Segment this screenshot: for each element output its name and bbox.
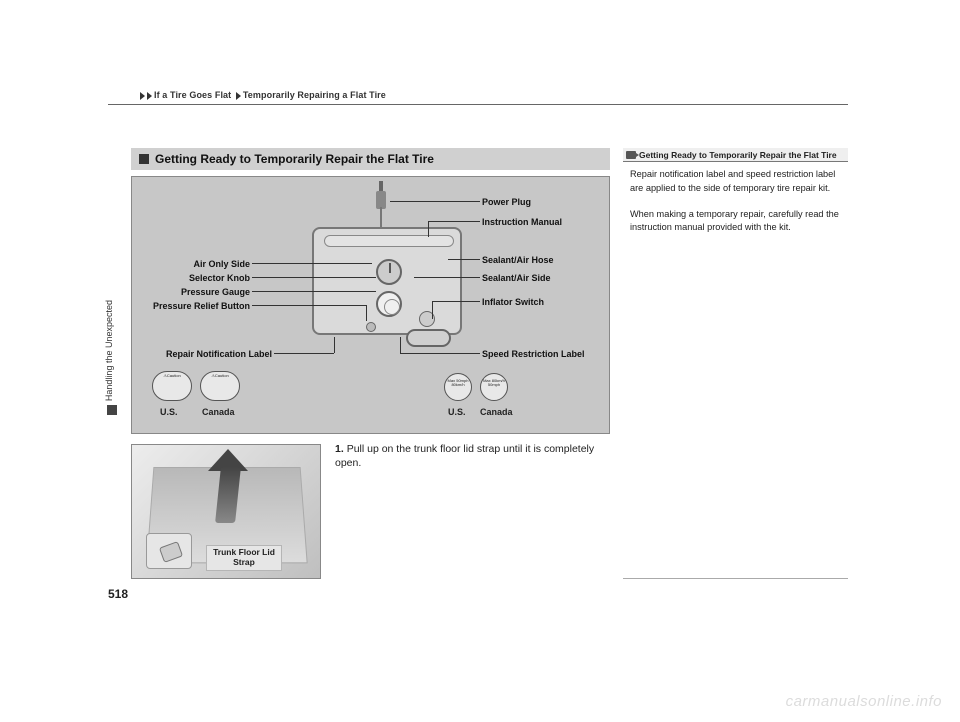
watermark: carmanualsonline.info	[786, 693, 942, 710]
note-heading-text: Getting Ready to Temporarily Repair the …	[639, 150, 837, 160]
badge-caption: U.S.	[160, 407, 178, 417]
side-tab: Handling the Unexpected	[104, 300, 120, 410]
callout-repair-label: Repair Notification Label	[142, 349, 272, 359]
leader-line	[432, 301, 433, 319]
leader-line	[414, 277, 480, 278]
step-number: 1.	[335, 443, 344, 455]
leader-line	[390, 201, 480, 202]
kit-diagram: Power Plug Instruction Manual Sealant/Ai…	[131, 176, 610, 434]
chevron-right-icon	[140, 92, 145, 100]
note-icon	[626, 151, 636, 159]
section-heading: Getting Ready to Temporarily Repair the …	[131, 148, 610, 170]
speed-badge-us: Max 50mph 80km/h	[444, 373, 472, 401]
leader-line	[428, 221, 429, 237]
pressure-gauge-icon	[376, 291, 402, 317]
leader-line	[334, 337, 335, 353]
callout-sealant-hose: Sealant/Air Hose	[482, 255, 554, 265]
leader-line	[252, 291, 376, 292]
leader-line	[252, 263, 372, 264]
callout-pressure-gauge: Pressure Gauge	[142, 287, 250, 297]
up-arrow-icon	[218, 467, 238, 523]
callout-inflator-switch: Inflator Switch	[482, 297, 544, 307]
caution-badge-us: ⚠Caution	[152, 371, 192, 401]
side-tab-label: Handling the Unexpected	[104, 300, 114, 401]
leader-line	[252, 305, 366, 306]
breadcrumb-seg: If a Tire Goes Flat	[154, 90, 231, 100]
manual-page: If a Tire Goes Flat Temporarily Repairin…	[0, 0, 960, 722]
divider	[108, 104, 848, 105]
callout-sealant-side: Sealant/Air Side	[482, 273, 551, 283]
chevron-right-icon	[147, 92, 152, 100]
relief-button-icon	[366, 322, 376, 332]
callout-instruction-manual: Instruction Manual	[482, 217, 562, 227]
page-number: 518	[108, 587, 128, 601]
callout-air-only: Air Only Side	[142, 259, 250, 269]
hose-coil-icon	[406, 329, 451, 347]
speed-badge-ca: Max 80km/h 50mph	[480, 373, 508, 401]
step-text: Pull up on the trunk floor lid strap unt…	[335, 443, 594, 469]
leader-line	[366, 305, 367, 321]
badge-caption: Canada	[480, 407, 513, 417]
callout-relief-button: Pressure Relief Button	[142, 301, 250, 311]
callout-power-plug: Power Plug	[482, 197, 531, 207]
chevron-right-icon	[236, 92, 241, 100]
leader-line	[448, 259, 480, 260]
note-p1: Repair notification label and speed rest…	[630, 168, 848, 196]
leader-line	[252, 277, 376, 278]
badge-caption: Canada	[202, 407, 235, 417]
strap-inset	[146, 533, 192, 569]
selector-knob-icon	[376, 259, 402, 285]
compressor-handle	[324, 235, 454, 247]
note-p2: When making a temporary repair, carefull…	[630, 208, 848, 236]
badge-caption: U.S.	[448, 407, 466, 417]
section-title: Getting Ready to Temporarily Repair the …	[155, 152, 434, 166]
step-1: 1. Pull up on the trunk floor lid strap …	[335, 442, 610, 470]
caution-badge-ca: ⚠Caution	[200, 371, 240, 401]
callout-selector-knob: Selector Knob	[142, 273, 250, 283]
trunk-illustration: Trunk Floor Lid Strap	[131, 444, 321, 579]
callout-speed-label: Speed Restriction Label	[482, 349, 585, 359]
leader-line	[400, 337, 401, 353]
bullet-icon	[139, 154, 149, 164]
note-body: Repair notification label and speed rest…	[630, 168, 848, 247]
leader-line	[432, 301, 480, 302]
leader-line	[428, 221, 480, 222]
breadcrumb: If a Tire Goes Flat Temporarily Repairin…	[140, 90, 386, 100]
section-marker-icon	[107, 405, 117, 415]
breadcrumb-seg: Temporarily Repairing a Flat Tire	[243, 90, 386, 100]
compressor-body	[312, 227, 462, 335]
note-heading: Getting Ready to Temporarily Repair the …	[623, 148, 848, 162]
leader-line	[400, 353, 480, 354]
divider	[623, 578, 848, 579]
strap-label: Trunk Floor Lid Strap	[206, 545, 282, 571]
leader-line	[274, 353, 334, 354]
